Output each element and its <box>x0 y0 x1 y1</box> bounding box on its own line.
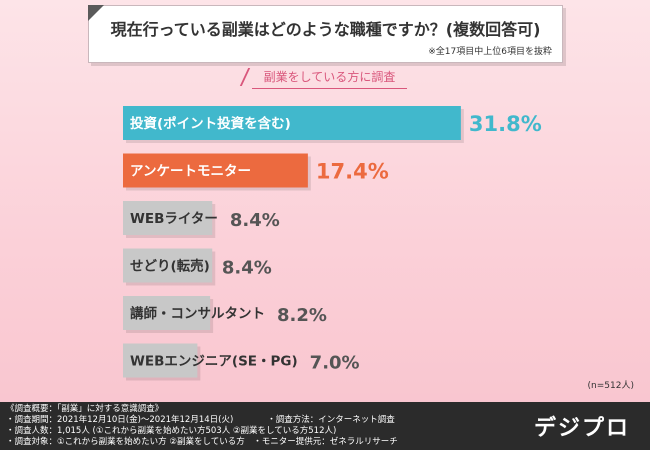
footer: 《調査概要：「副業」に対する意識調査》 ・調査期間：2021年12月10日(金)… <box>0 402 650 450</box>
bar-category-label: WEBエンジニア(SE・PG) <box>130 354 298 370</box>
bar-value-label: 7.0% <box>310 353 360 374</box>
bar <box>123 296 211 330</box>
bar <box>123 201 213 235</box>
bar-value-label: 31.8% <box>469 112 542 136</box>
bar-category-label: 投資(ポイント投資を含む) <box>130 115 291 132</box>
subtitle-text: 副業をしている方に調査 <box>263 70 396 84</box>
bar-category-label: せどり(転売) <box>130 258 210 275</box>
bar-value-label: 8.4% <box>230 210 280 231</box>
bar <box>123 153 308 188</box>
bar-value-label: 8.4% <box>222 258 272 279</box>
chart-subtitle: 副業をしている方に調査 <box>239 68 407 89</box>
footer-line-4: ・調査対象：①これから副業を始めたい方 ②副業をしている方 ・モニター提供元：ゼ… <box>6 437 398 447</box>
title-box: 現在行っている副業はどのような職種ですか？(複数回答可) ※全17項目中上位6項… <box>88 5 563 63</box>
bar <box>123 343 198 378</box>
bar-value-label: 17.4% <box>316 160 389 184</box>
chart-title: 現在行っている副業はどのような職種ですか？(複数回答可) <box>110 20 541 39</box>
bar-category-label: WEBライター <box>130 211 218 227</box>
sample-size-note: (n=512人) <box>587 381 634 391</box>
bar-category-label: アンケートモニター <box>130 164 251 180</box>
bar-chart: 投資(ポイント投資を含む) 31.8% アンケートモニター 17.4% WEBライター 8… <box>123 106 542 381</box>
footer-line-3: ・調査人数：1,015人 (①これから副業を始めたい方503人 ②副業をしている… <box>6 426 337 436</box>
bar-value-label: 8.2% <box>277 305 327 326</box>
brand-logo: デジプロ <box>533 416 630 441</box>
title-corner-mark <box>88 5 104 21</box>
footer-line-2: ・調査期間：2021年12月10日(金)～2021年12月14日(火) ・調査方… <box>6 415 395 425</box>
footer-line-1: 《調査概要：「副業」に対する意識調査》 <box>6 404 164 414</box>
title-note: ※全17項目中上位6項目を抜粋 <box>428 47 552 57</box>
bar-category-label: 講師・コンサルタント <box>130 305 265 322</box>
bar <box>123 106 461 140</box>
bar <box>123 248 213 283</box>
